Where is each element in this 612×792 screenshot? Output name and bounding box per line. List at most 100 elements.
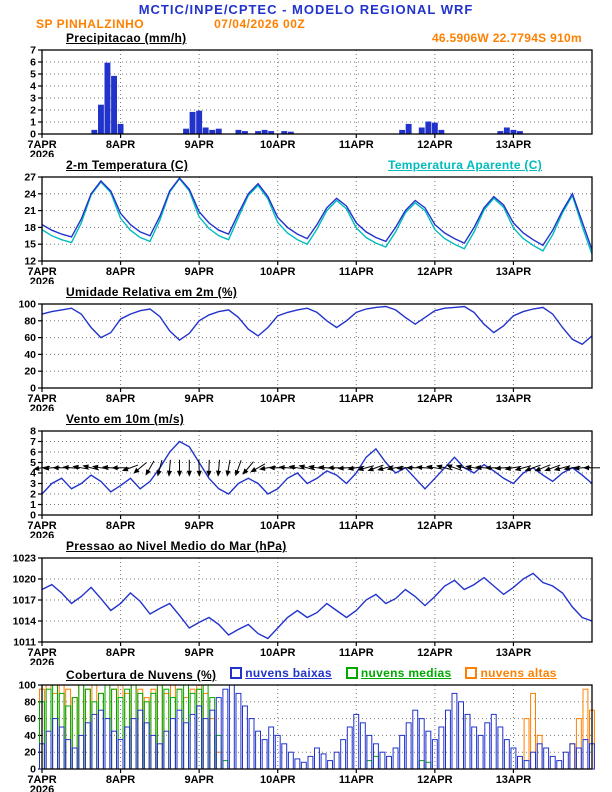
svg-text:0: 0 [30, 510, 36, 522]
panel-title-temperature: 2-m Temperatura (C) [66, 158, 189, 172]
svg-text:8APR: 8APR [106, 393, 135, 405]
legend-item-mid-clouds: nuvens medias [345, 665, 452, 681]
svg-text:80: 80 [24, 696, 36, 708]
svg-text:8APR: 8APR [106, 266, 135, 278]
svg-text:8APR: 8APR [106, 520, 135, 532]
svg-text:13APR: 13APR [496, 393, 532, 405]
svg-text:8APR: 8APR [106, 647, 135, 659]
panel-precipitation: Precipitacao (mm/h) 46.5906W 22.7794S 91… [0, 30, 612, 157]
svg-text:4: 4 [30, 468, 36, 480]
series-pressao [41, 572, 593, 640]
svg-text:7: 7 [30, 46, 36, 57]
svg-text:12: 12 [24, 256, 36, 268]
svg-text:7APR: 7APR [27, 393, 56, 405]
header: MCTIC/INPE/CPTEC - MODELO REGIONAL WRF S… [0, 0, 612, 31]
svg-text:2026: 2026 [30, 530, 54, 538]
panel-pressure: Pressao ao Nivel Medio do Mar (hPa) 7APR… [0, 538, 612, 665]
wind-arrows [33, 459, 600, 477]
svg-text:13APR: 13APR [496, 520, 532, 532]
legend-item-low-clouds: nuvens baixas [230, 665, 332, 681]
panel-wind: Vento em 10m (m/s) 7APR 2026 8APR 9APR 10APR… [0, 411, 612, 538]
svg-text:3: 3 [30, 93, 36, 105]
series-umidade-relativa [41, 305, 593, 346]
panel-title-precipitation: Precipitacao (mm/h) [66, 31, 187, 45]
svg-text:11APR: 11APR [339, 266, 374, 278]
svg-text:8: 8 [30, 427, 36, 438]
svg-text:2026: 2026 [30, 276, 54, 284]
svg-text:7: 7 [30, 436, 36, 448]
svg-text:3: 3 [30, 478, 36, 490]
svg-text:5: 5 [30, 69, 36, 81]
svg-text:9APR: 9APR [184, 139, 213, 151]
legend-label-mid-clouds: nuvens medias [360, 666, 452, 680]
low-clouds-swatch-icon [230, 667, 243, 679]
svg-text:11APR: 11APR [339, 647, 374, 659]
svg-text:13APR: 13APR [496, 774, 532, 786]
legend-label-low-clouds: nuvens baixas [245, 666, 332, 680]
svg-text:4: 4 [30, 81, 36, 93]
legend-item-high-clouds: nuvens altas [465, 665, 556, 681]
panel-title-row: Vento em 10m (m/s) [0, 411, 612, 427]
svg-text:9APR: 9APR [184, 774, 213, 786]
svg-text:2026: 2026 [30, 403, 54, 411]
panel-title-row: Precipitacao (mm/h) 46.5906W 22.7794S 91… [0, 30, 612, 46]
panel-title-humidity: Umidade Relativa em 2m (%) [66, 285, 238, 299]
svg-text:1011: 1011 [13, 637, 36, 649]
svg-text:1017: 1017 [13, 595, 37, 607]
svg-text:2: 2 [30, 105, 36, 117]
svg-text:60: 60 [24, 713, 36, 725]
svg-text:1014: 1014 [13, 616, 37, 628]
svg-text:13APR: 13APR [496, 139, 532, 151]
svg-text:12APR: 12APR [417, 139, 453, 151]
svg-text:9APR: 9APR [184, 266, 213, 278]
panel-title-row: 2-m Temperatura (C) Temperatura Aparente… [0, 157, 612, 173]
svg-text:7APR: 7APR [27, 139, 56, 151]
svg-text:1020: 1020 [13, 574, 37, 586]
apparent-temperature-label: Temperatura Aparente (C) [388, 158, 542, 172]
svg-text:12APR: 12APR [417, 393, 453, 405]
svg-text:1: 1 [30, 117, 36, 129]
station-coordinates: 46.5906W 22.7794S 910m [431, 31, 582, 45]
svg-text:40: 40 [24, 349, 36, 361]
svg-text:18: 18 [24, 222, 36, 234]
svg-text:40: 40 [24, 730, 36, 742]
series-velocidade-do-vento [41, 440, 593, 495]
svg-text:6: 6 [30, 447, 36, 459]
svg-text:10APR: 10APR [260, 139, 296, 151]
panel-title-pressure: Pressao ao Nivel Medio do Mar (hPa) [66, 539, 287, 553]
panel-title-wind: Vento em 10m (m/s) [66, 412, 185, 426]
precipitation-bars [91, 62, 523, 135]
svg-text:1023: 1023 [13, 554, 37, 565]
run-datetime: 07/04/2026 00Z [214, 17, 306, 31]
svg-text:12APR: 12APR [417, 520, 453, 532]
svg-text:10APR: 10APR [260, 393, 296, 405]
legend-label-high-clouds: nuvens altas [480, 666, 557, 680]
svg-text:7APR: 7APR [27, 647, 56, 659]
svg-text:100: 100 [18, 681, 36, 692]
svg-text:100: 100 [18, 300, 36, 311]
page-title: MCTIC/INPE/CPTEC - MODELO REGIONAL WRF [138, 2, 474, 17]
svg-text:13APR: 13APR [496, 647, 532, 659]
svg-text:7APR: 7APR [27, 266, 56, 278]
svg-text:7APR: 7APR [27, 774, 56, 786]
svg-text:11APR: 11APR [339, 139, 374, 151]
svg-text:9APR: 9APR [184, 393, 213, 405]
svg-text:20: 20 [24, 366, 36, 378]
svg-text:2026: 2026 [30, 657, 54, 665]
svg-text:10APR: 10APR [260, 647, 296, 659]
svg-text:7APR: 7APR [27, 520, 56, 532]
svg-text:6: 6 [30, 57, 36, 69]
svg-text:11APR: 11APR [339, 520, 374, 532]
svg-text:1: 1 [30, 499, 36, 511]
cloud-legend: nuvens baixas nuvens medias nuvens altas [230, 665, 557, 681]
